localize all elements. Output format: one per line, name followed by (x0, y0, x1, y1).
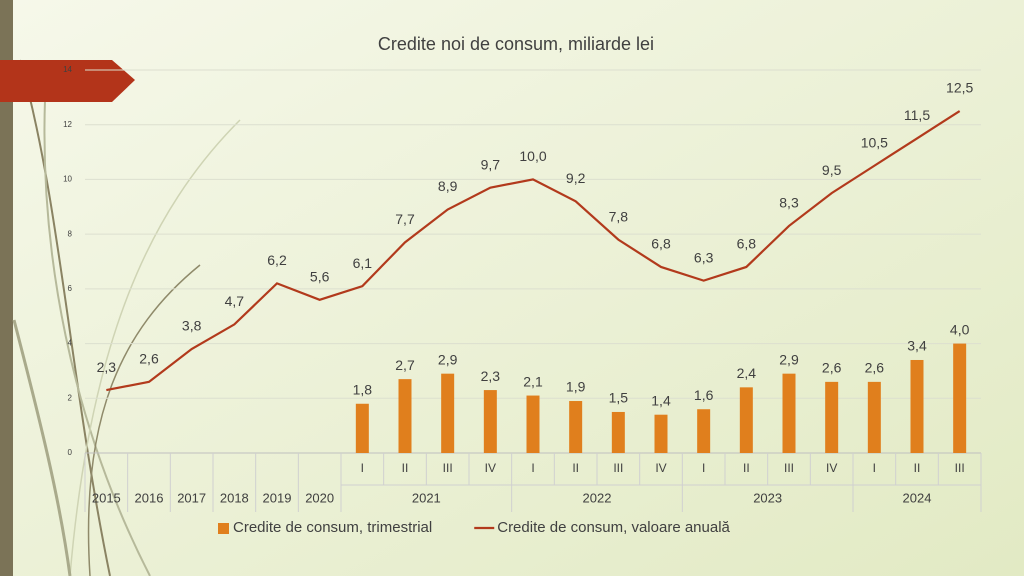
x-tick-label: II (402, 461, 409, 475)
chart-title: Credite noi de consum, miliarde lei (378, 34, 654, 54)
data-label: 2,6 (139, 351, 159, 367)
bar (654, 414, 668, 453)
data-label: 2,9 (438, 351, 458, 367)
data-label: 6,1 (353, 255, 373, 271)
data-label: 4,7 (225, 293, 245, 309)
bar (398, 379, 412, 453)
line (106, 110, 961, 392)
y-tick-label: 14 (63, 65, 72, 74)
x-tick-label: II (743, 461, 750, 475)
x-tick-label: III (784, 461, 794, 475)
data-label: 6,2 (267, 252, 287, 268)
x-tick-label: 2017 (177, 490, 206, 505)
bar (483, 390, 497, 453)
data-label: 5,6 (310, 269, 330, 285)
y-tick-label: 10 (63, 175, 72, 184)
group-label: 2021 (412, 490, 441, 505)
x-tick-label: 2018 (220, 490, 249, 505)
y-tick-label: 2 (68, 393, 73, 402)
bar (739, 387, 753, 453)
bar (526, 395, 540, 453)
x-tick-label: I (873, 461, 876, 475)
y-tick-label: 6 (68, 284, 73, 293)
data-label: 11,5 (904, 107, 930, 123)
data-label: 1,6 (694, 387, 714, 403)
data-label: 9,7 (481, 156, 501, 172)
data-label: 10,0 (519, 148, 546, 164)
data-label: 2,1 (523, 373, 543, 389)
data-label: 12,5 (946, 80, 973, 96)
x-tick-label: III (443, 461, 453, 475)
legend-label: Credite de consum, valoare anuală (497, 519, 730, 536)
bar (825, 381, 839, 453)
data-label: 2,6 (865, 360, 885, 376)
x-tick-label: IV (826, 461, 837, 475)
x-tick-label: 2019 (263, 490, 292, 505)
x-tick-label: III (955, 461, 965, 475)
bar (953, 343, 967, 453)
y-tick-label: 4 (68, 339, 73, 348)
data-label: 1,5 (609, 390, 629, 406)
decoration (12, 59, 241, 576)
y-tick-label: 0 (68, 448, 73, 457)
data-label: 7,7 (395, 211, 415, 227)
bar (867, 381, 881, 453)
x-tick-label: 2020 (305, 490, 334, 505)
x-tick-label: II (572, 461, 579, 475)
data-label: 4,0 (950, 321, 970, 337)
data-label: 2,3 (97, 359, 117, 375)
y-tick-label: 8 (68, 229, 73, 238)
bar (611, 411, 625, 453)
side-bar (0, 0, 13, 576)
data-label: 2,4 (737, 365, 757, 381)
data-label: 7,8 (609, 208, 629, 224)
data-label: 6,8 (737, 236, 757, 252)
data-label: 1,4 (651, 392, 671, 408)
x-tick-label: I (531, 461, 534, 475)
data-label: 1,9 (566, 379, 586, 395)
x-tick-label: IV (485, 461, 496, 475)
legend-label: Credite de consum, trimestrial (233, 519, 432, 536)
x-tick-label: II (914, 461, 921, 475)
x-tick-label: I (702, 461, 705, 475)
group-label: 2022 (583, 490, 612, 505)
y-tick-label: 12 (63, 120, 72, 129)
data-label: 9,2 (566, 170, 586, 186)
data-label: 2,3 (481, 368, 501, 384)
group-label: 2023 (753, 490, 782, 505)
data-label: 3,8 (182, 318, 202, 334)
bar (569, 401, 583, 453)
bar (697, 409, 711, 453)
data-label: 9,5 (822, 162, 842, 178)
data-label: 8,3 (779, 195, 799, 211)
bar (355, 403, 369, 453)
data-label: 2,6 (822, 360, 842, 376)
bar (910, 359, 924, 453)
data-label: 6,3 (694, 249, 714, 265)
data-label: 3,4 (907, 338, 927, 354)
x-tick-label: 2016 (135, 490, 164, 505)
legend-swatch (218, 523, 229, 534)
x-tick-label: 2015 (92, 490, 121, 505)
x-tick-label: IV (655, 461, 666, 475)
data-label: 10,5 (861, 134, 888, 150)
x-tick-label: III (613, 461, 623, 475)
x-tick-label: I (361, 461, 364, 475)
bar (441, 373, 455, 453)
data-label: 2,9 (779, 351, 799, 367)
data-label: 6,8 (651, 236, 671, 252)
data-label: 1,8 (353, 381, 373, 397)
data-label: 2,7 (395, 357, 415, 373)
data-label: 8,9 (438, 178, 458, 194)
bar (782, 373, 796, 453)
group-label: 2024 (903, 490, 932, 505)
